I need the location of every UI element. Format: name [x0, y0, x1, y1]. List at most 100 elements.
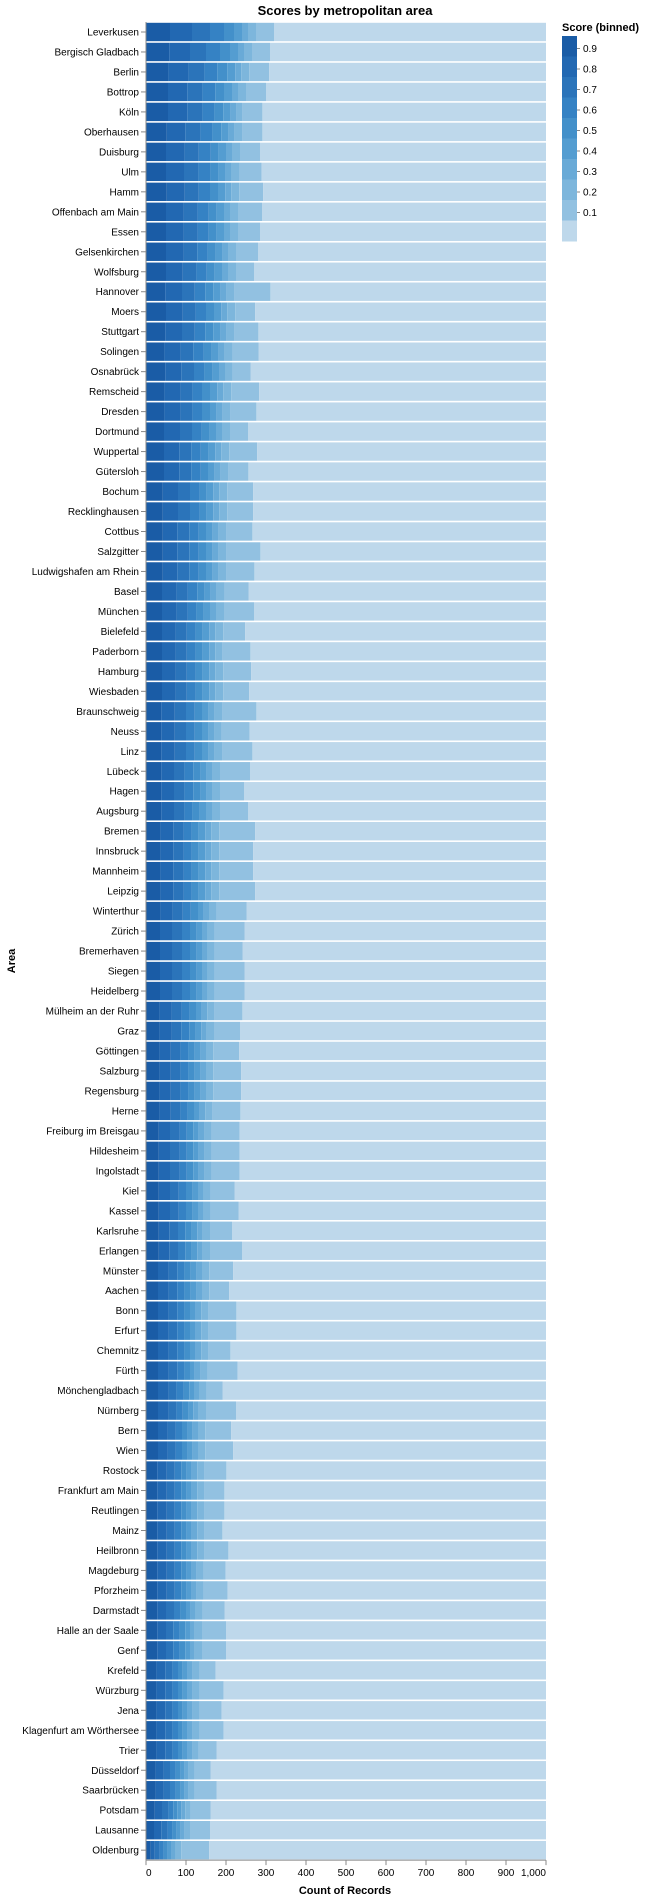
bar-segment: [186, 682, 196, 701]
bar-row: [146, 522, 546, 541]
bar-segment: [219, 362, 226, 381]
bar-segment: [228, 242, 236, 261]
bar-segment: [194, 1041, 201, 1061]
bar-segment: [157, 1501, 167, 1520]
y-tick-label: Innsbruck: [96, 847, 140, 858]
bar-segment: [162, 622, 176, 641]
bar-segment: [172, 1681, 178, 1700]
bar-segment: [186, 1481, 192, 1500]
bar-segment: [206, 302, 214, 321]
bar-segment: [194, 742, 202, 761]
y-tick-label: Herne: [112, 1106, 140, 1117]
bar-segment: [184, 782, 194, 801]
y-tick-label: Bonn: [116, 1306, 139, 1317]
bar-segment: [146, 662, 162, 681]
y-tick-label: Darmstadt: [93, 1606, 139, 1617]
bar-segment: [202, 722, 209, 741]
bar-segment: [249, 722, 546, 741]
y-tick-label: Osnabrück: [91, 367, 140, 378]
y-tick-label: Wolfsburg: [94, 267, 139, 278]
y-tick-label: Erfurt: [115, 1326, 140, 1337]
bar-segment: [214, 102, 224, 122]
bar-segment: [146, 1001, 160, 1021]
bar-segment: [196, 262, 207, 281]
bar-segment: [187, 1721, 193, 1740]
bar-segment: [184, 762, 194, 781]
bar-segment: [196, 1581, 204, 1600]
bar-segment: [207, 961, 215, 981]
y-tick-label: Genf: [117, 1646, 139, 1657]
bar-segment: [184, 182, 199, 202]
bar-segment: [188, 1081, 195, 1101]
bar-segment: [146, 742, 162, 761]
bar-segment: [232, 342, 259, 361]
y-tick-label: Saarbrücken: [82, 1786, 139, 1797]
bar-segment: [186, 1501, 192, 1520]
y-axis-title: Area: [6, 948, 18, 973]
bar-segment: [178, 1241, 186, 1260]
y-tick-label: Cottbus: [105, 527, 139, 538]
bar-row: [146, 1381, 547, 1400]
bar-segment: [170, 1121, 180, 1141]
bar-segment: [231, 162, 240, 182]
y-tick-label: Hannover: [96, 287, 140, 298]
bar-segment: [198, 822, 206, 841]
bar-segment: [184, 1281, 191, 1300]
bar-segment: [157, 1641, 166, 1660]
bar-segment: [250, 362, 547, 381]
bar-segment: [207, 242, 216, 261]
bar-segment: [202, 642, 210, 661]
bar-row: [146, 1761, 547, 1780]
y-tick-label: Rostock: [103, 1466, 140, 1477]
bar-segment: [203, 901, 210, 921]
bar-segment: [252, 42, 270, 62]
bar-segment: [184, 142, 199, 162]
bar-segment: [146, 162, 166, 182]
bar-segment: [215, 622, 224, 641]
bar-segment: [146, 1041, 160, 1061]
bar-row: [146, 1121, 546, 1141]
bar-segment: [183, 841, 192, 861]
bar-segment: [169, 42, 190, 62]
bar-segment: [161, 702, 175, 721]
bar-segment: [146, 1261, 158, 1280]
bar-segment: [184, 1761, 189, 1780]
bar-segment: [190, 482, 200, 501]
bar-segment: [166, 202, 184, 221]
bar-segment: [242, 22, 248, 42]
y-tick-label: Stuttgart: [101, 327, 139, 338]
x-tick-label: 900: [498, 1868, 515, 1879]
bar-segment: [172, 981, 182, 1001]
bar-segment: [146, 1601, 158, 1620]
bar-segment: [231, 382, 260, 401]
bar-segment: [182, 1401, 189, 1420]
y-tick-label: Oldenburg: [92, 1846, 139, 1857]
bar-segment: [146, 722, 162, 741]
bar-segment: [146, 422, 164, 441]
bar-segment: [244, 782, 546, 801]
bar-segment: [193, 1401, 199, 1420]
bar-segment: [215, 662, 224, 681]
bar-segment: [186, 1521, 192, 1540]
bar-segment: [162, 582, 177, 601]
bar-segment: [196, 941, 202, 961]
bar-segment: [166, 162, 184, 182]
bar-row: [146, 1501, 546, 1520]
bar-segment: [190, 1821, 210, 1840]
bar-segment: [159, 1101, 171, 1121]
bar-segment: [184, 1261, 191, 1280]
bar-segment: [170, 1081, 181, 1101]
bar-segment: [204, 1501, 225, 1520]
bar-segment: [188, 1061, 195, 1081]
bar-segment: [210, 1181, 235, 1201]
bar-segment: [172, 1701, 178, 1720]
bar-segment: [218, 542, 227, 561]
bar-segment: [146, 881, 161, 901]
bar-segment: [158, 1121, 170, 1141]
bar-segment: [209, 901, 217, 921]
bar-segment: [168, 102, 188, 122]
bar-segment: [146, 182, 167, 202]
bar-segment: [196, 1281, 202, 1300]
bar-segment: [174, 722, 186, 741]
bar-segment: [192, 422, 202, 441]
